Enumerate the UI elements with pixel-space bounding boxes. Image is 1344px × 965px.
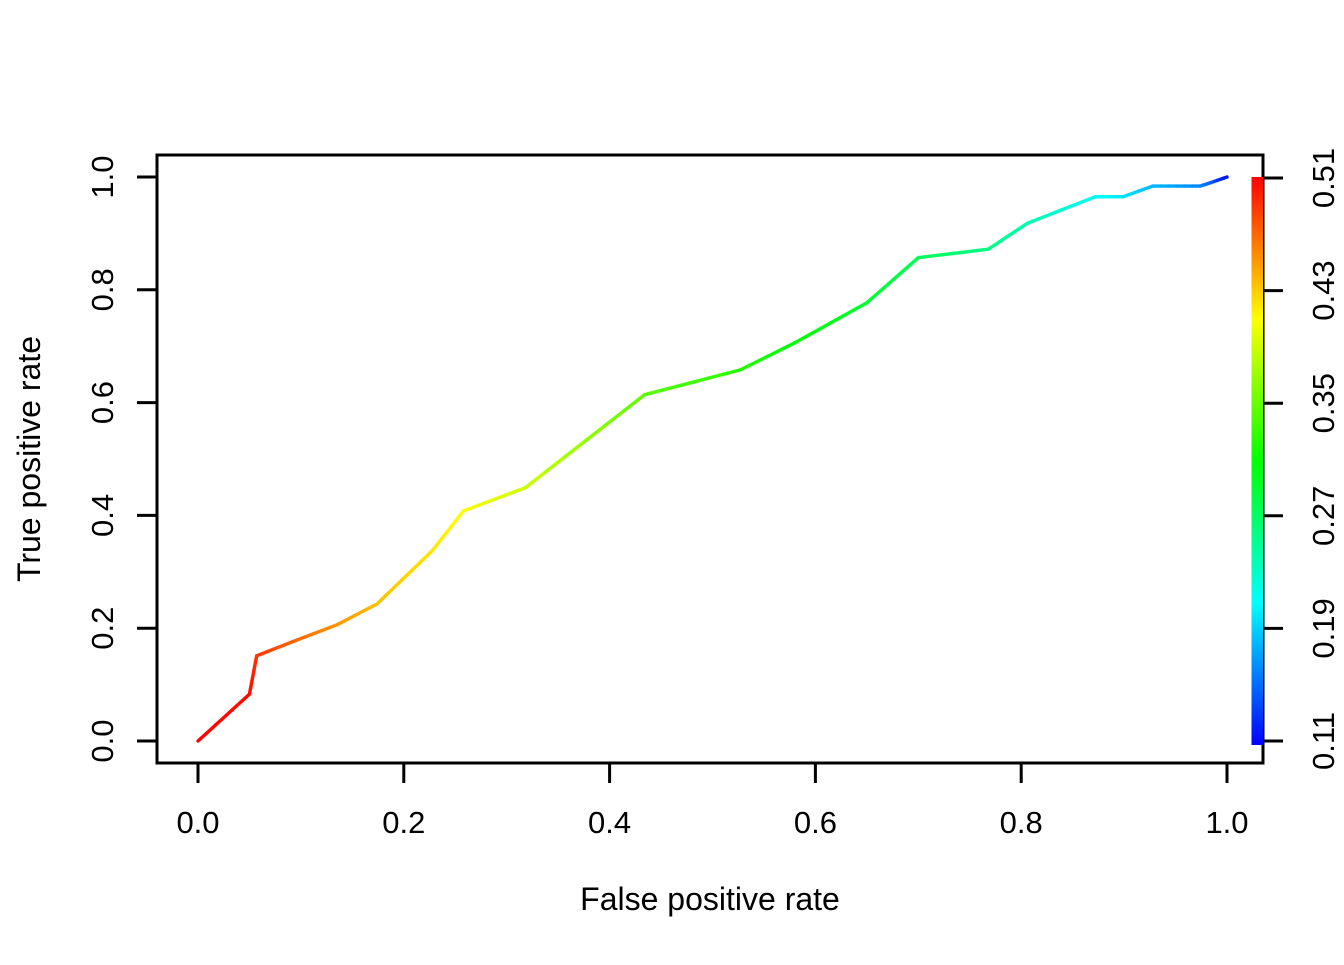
roc-curve-segment [795,336,807,343]
roc-curve-segment [843,309,855,316]
y-axis: 0.0 0.2 0.4 0.6 0.8 1.0 [85,155,157,762]
roc-curve-segment [414,559,423,568]
roc-curve-segment [807,329,819,336]
roc-curve-segment [676,382,692,386]
roc-curve-segment [1084,197,1095,201]
roc-curve-segment [901,265,910,273]
roc-curve-segment [918,256,930,257]
roc-curve-segment [1061,206,1072,210]
plot-box [157,155,1263,763]
x-axis-title: False positive rate [580,881,840,917]
roc-curve-segment [565,441,585,457]
roc-curve-segment [855,303,867,310]
roc-curve-segment [198,733,207,741]
colorbar: 0.51 0.43 0.35 0.27 0.19 0.11 [1252,148,1342,770]
y-tick-label: 0.8 [85,268,120,311]
colorbar-tick-label: 0.43 [1306,260,1341,320]
roc-curve-segment [930,255,942,256]
roc-curve-segment [396,577,405,586]
roc-curve-segment [525,472,545,488]
roc-curve-segment [831,316,843,323]
roc-curve-segment [867,295,876,303]
y-axis-title: True positive rate [11,336,47,582]
roc-curve-segment [241,694,250,702]
y-tick-label: 0.0 [85,719,120,762]
x-axis: 0.0 0.2 0.4 0.6 0.8 1.0 [176,763,1248,840]
roc-curve-segment [953,252,965,253]
roc-curve-segment [875,288,884,296]
x-tick-label: 0.4 [588,805,631,840]
x-tick-label: 0.2 [382,805,425,840]
roc-curve-segment [224,710,233,718]
roc-curve [198,177,1227,741]
colorbar-tick-label: 0.51 [1306,148,1341,208]
roc-curve-segment [386,586,395,595]
roc-curve-segment [910,258,919,266]
roc-curve-segment [942,253,954,254]
roc-curve-segment [884,280,893,288]
y-tick-label: 0.2 [85,607,120,650]
x-tick-label: 0.8 [1000,805,1043,840]
y-tick-label: 1.0 [85,155,120,198]
roc-curve-segment [965,251,977,252]
colorbar-tick-label: 0.35 [1306,373,1341,433]
roc-curve-segment [1073,201,1084,205]
roc-curve-segment [1050,210,1061,214]
colorbar-tick-label: 0.11 [1306,712,1341,770]
x-tick-label: 1.0 [1205,805,1248,840]
colorbar-tick-label: 0.19 [1306,598,1341,658]
roc-curve-segment [545,457,565,473]
y-tick-label: 0.4 [85,494,120,537]
roc-curve-segment [377,595,386,604]
roc-curve-segment [423,550,432,559]
roc-curve-segment [585,426,605,442]
roc-curve-segment [232,702,241,710]
roc-curve-segment [405,568,414,577]
roc-curve-segment [893,273,902,281]
roc-curve-segment [1224,177,1227,178]
roc-curve-segment [724,370,740,374]
roc-curve-segment [708,374,724,378]
roc-curve-segment [661,386,677,390]
colorbar-bar [1252,177,1264,745]
roc-curve-segment [819,323,831,330]
x-tick-label: 0.6 [794,805,837,840]
roc-curve-segment [625,395,645,411]
roc-curve-segment [1027,219,1038,223]
colorbar-tick-label: 0.27 [1306,486,1341,546]
roc-curve-segment [1039,214,1050,218]
y-tick-label: 0.6 [85,381,120,424]
roc-curve-segment [692,378,708,382]
roc-curve-segment [645,391,661,395]
roc-curve-segment [215,718,224,726]
roc-curve-segment [207,725,216,733]
x-tick-label: 0.0 [176,805,219,840]
roc-curve-segment [977,249,989,250]
roc-curve-segment [605,410,625,426]
